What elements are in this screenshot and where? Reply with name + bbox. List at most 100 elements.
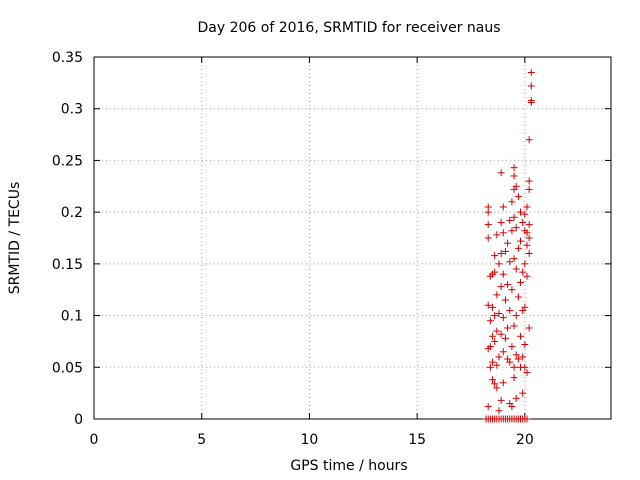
- data-point: [527, 82, 535, 90]
- x-tick-label: 5: [197, 432, 206, 448]
- data-point: [512, 394, 520, 402]
- data-point: [512, 312, 520, 320]
- data-point: [510, 255, 518, 263]
- axis-ticks: 0 0.05 0.1 0.15 0.2 0.25 0.3 0.35 0 5 10 15 20: [52, 50, 611, 448]
- data-point: [517, 278, 525, 286]
- data-point: [497, 169, 505, 177]
- data-points: [482, 69, 535, 423]
- data-point: [514, 355, 522, 363]
- data-point: [510, 172, 518, 180]
- data-point: [510, 374, 518, 382]
- data-point: [501, 334, 509, 342]
- data-point: [506, 258, 514, 266]
- data-point: [499, 270, 507, 278]
- data-point: [525, 234, 533, 242]
- x-tick-label: 0: [90, 432, 99, 448]
- data-point: [484, 221, 492, 229]
- data-point: [484, 403, 492, 411]
- data-point: [493, 327, 501, 335]
- data-point: [497, 218, 505, 226]
- data-point: [523, 241, 531, 249]
- data-point: [491, 380, 499, 388]
- x-tick-label: 20: [516, 432, 534, 448]
- y-tick-label: 0.25: [52, 153, 83, 169]
- data-point: [525, 221, 533, 229]
- chart-title: Day 206 of 2016, SRMTID for receiver nau…: [197, 20, 500, 36]
- data-point: [519, 268, 527, 276]
- data-point: [506, 306, 514, 314]
- data-point: [512, 265, 520, 273]
- data-point: [510, 322, 518, 330]
- grid: [94, 57, 611, 419]
- data-point: [486, 343, 494, 351]
- data-point: [510, 164, 518, 172]
- data-point: [486, 317, 494, 325]
- y-tick-label: 0.1: [61, 309, 83, 325]
- y-tick-label: 0.2: [61, 205, 83, 221]
- data-point: [517, 332, 525, 340]
- x-tick-label: 15: [408, 432, 426, 448]
- y-tick-label: 0.15: [52, 257, 83, 273]
- data-point: [497, 250, 505, 258]
- data-point: [497, 283, 505, 291]
- data-point: [504, 239, 512, 247]
- data-point: [491, 268, 499, 276]
- data-point: [489, 358, 497, 366]
- data-point: [508, 286, 516, 294]
- data-point: [489, 376, 497, 384]
- data-point: [493, 384, 501, 392]
- x-axis-label: GPS time / hours: [290, 458, 407, 474]
- data-point: [525, 136, 533, 144]
- data-point: [504, 324, 512, 332]
- data-point: [486, 363, 494, 371]
- data-point: [489, 303, 497, 311]
- data-point: [523, 272, 531, 280]
- data-point: [517, 363, 525, 371]
- data-point: [521, 260, 529, 268]
- data-point: [501, 296, 509, 304]
- data-point: [491, 312, 499, 320]
- data-point: [512, 182, 520, 190]
- data-point: [508, 343, 516, 351]
- data-point: [508, 198, 516, 206]
- data-point: [499, 348, 507, 356]
- data-point: [521, 210, 529, 218]
- data-point: [495, 260, 503, 268]
- data-point: [510, 363, 518, 371]
- y-tick-label: 0.3: [61, 102, 83, 118]
- y-axis-label: SRMTID / TECUs: [7, 182, 23, 295]
- data-point: [519, 218, 527, 226]
- y-tick-label: 0: [74, 412, 83, 428]
- data-point: [497, 396, 505, 404]
- plot-frame: [93, 56, 612, 420]
- data-point: [521, 341, 529, 349]
- data-point: [514, 293, 522, 301]
- data-point: [497, 330, 505, 338]
- data-point: [514, 244, 522, 252]
- data-point: [517, 208, 525, 216]
- data-point: [508, 403, 516, 411]
- data-point: [499, 229, 507, 237]
- data-point: [519, 389, 527, 397]
- data-point: [512, 351, 520, 359]
- data-point: [484, 234, 492, 242]
- data-point: [525, 250, 533, 258]
- data-point: [501, 247, 509, 255]
- data-point: [523, 203, 531, 211]
- data-point: [491, 337, 499, 345]
- data-point: [506, 358, 514, 366]
- data-point: [506, 216, 514, 224]
- data-point: [523, 368, 531, 376]
- data-point: [508, 227, 516, 235]
- data-point: [493, 231, 501, 239]
- data-point: [525, 185, 533, 193]
- data-point: [504, 281, 512, 289]
- data-point: [499, 314, 507, 322]
- data-point: [495, 407, 503, 415]
- data-point: [519, 353, 527, 361]
- data-point: [525, 177, 533, 185]
- data-point: [495, 353, 503, 361]
- data-point: [491, 252, 499, 260]
- x-tick-label: 10: [301, 432, 319, 448]
